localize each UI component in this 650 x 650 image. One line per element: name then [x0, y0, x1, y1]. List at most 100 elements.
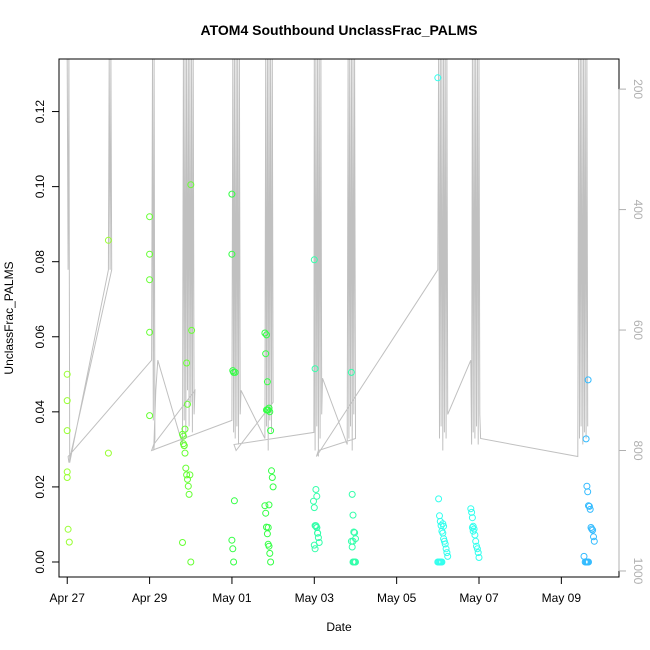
data-point [65, 538, 73, 546]
data-point [585, 502, 592, 510]
y-tick-label: 0.08 [33, 250, 47, 274]
data-point [584, 488, 592, 496]
data-point [586, 505, 594, 513]
data-point [63, 427, 71, 435]
data-point [185, 490, 193, 498]
data-point [268, 467, 275, 475]
data-point [435, 495, 443, 503]
data-point [312, 486, 320, 493]
secondary-tick-label: 200 [631, 79, 645, 99]
data-point [104, 236, 112, 244]
data-point [267, 558, 275, 566]
x-tick-label: May 05 [377, 591, 417, 605]
data-point [268, 474, 276, 481]
y-tick-label: 0.04 [33, 400, 47, 424]
data-point [228, 190, 236, 198]
data-point [181, 449, 189, 457]
data-point [179, 539, 186, 546]
data-point [468, 508, 476, 516]
data-point [350, 528, 358, 536]
secondary-tick-label: 600 [631, 320, 645, 340]
data-point [264, 524, 272, 531]
data-point [146, 276, 154, 284]
data-point [230, 558, 238, 566]
data-point [180, 442, 188, 450]
data-point [265, 501, 273, 509]
plot-frame [58, 58, 620, 578]
x-tick-label: Apr 29 [132, 591, 168, 605]
data-point [184, 400, 191, 408]
data-point [475, 554, 483, 561]
data-point [182, 464, 190, 472]
data-point [310, 497, 317, 505]
data-point [349, 537, 357, 545]
data-point [590, 537, 598, 545]
x-tick-label: May 01 [212, 591, 252, 605]
data-point [439, 529, 447, 537]
scatter-points-layer [63, 74, 598, 566]
data-point [267, 427, 275, 435]
data-point [263, 406, 271, 414]
data-point [228, 250, 236, 258]
data-point [310, 541, 318, 549]
data-point [183, 359, 191, 367]
data-point [181, 425, 189, 433]
data-point [265, 542, 273, 550]
pressure-track-line [66, 58, 589, 463]
data-point [434, 74, 442, 82]
data-point [188, 326, 196, 334]
x-tick-label: May 09 [542, 591, 582, 605]
secondary-tick-label: 400 [631, 200, 645, 220]
pressure-track-layer [66, 58, 589, 463]
data-point [348, 490, 356, 498]
data-point [266, 549, 274, 557]
data-point [473, 545, 481, 553]
x-tick-label: May 07 [459, 591, 499, 605]
data-point [585, 558, 592, 566]
data-point [348, 543, 356, 551]
data-point [146, 213, 154, 221]
data-point [474, 549, 482, 557]
data-point [441, 540, 449, 548]
data-point [349, 511, 357, 519]
data-point [228, 536, 236, 544]
data-point [229, 545, 237, 553]
data-point [146, 328, 154, 336]
data-point [314, 534, 322, 542]
data-point [311, 545, 319, 553]
data-point [468, 514, 476, 522]
data-point [269, 483, 277, 491]
chart-title: ATOM4 Southbound UnclassFrac_PALMS [201, 22, 478, 38]
data-point [583, 482, 591, 490]
data-point [472, 537, 480, 545]
data-point [444, 552, 452, 560]
data-point [183, 471, 191, 479]
y-axis: 0.00 0.02 0.04 0.06 0.08 0.10 0.12 [33, 100, 60, 574]
data-point [184, 482, 192, 490]
data-point [590, 533, 597, 541]
data-point [187, 558, 195, 566]
data-point [436, 512, 443, 520]
data-point [230, 497, 238, 505]
secondary-tick-label: 800 [631, 440, 645, 460]
data-point [263, 331, 270, 339]
data-point [261, 329, 269, 337]
data-point [186, 471, 194, 479]
data-point [263, 530, 271, 538]
data-point [262, 350, 270, 358]
y-tick-label: 0.06 [33, 325, 47, 349]
data-point [471, 531, 479, 539]
data-point [261, 502, 269, 510]
data-point [582, 435, 590, 443]
data-point [313, 492, 321, 500]
data-point [231, 368, 239, 376]
y-tick-label: 0.02 [33, 475, 47, 499]
data-point [467, 505, 475, 513]
data-point [469, 527, 477, 535]
y-tick-label: 0.10 [33, 175, 47, 199]
data-point [438, 558, 446, 566]
data-point [442, 545, 450, 553]
x-tick-label: May 03 [295, 591, 335, 605]
data-point [63, 397, 71, 405]
